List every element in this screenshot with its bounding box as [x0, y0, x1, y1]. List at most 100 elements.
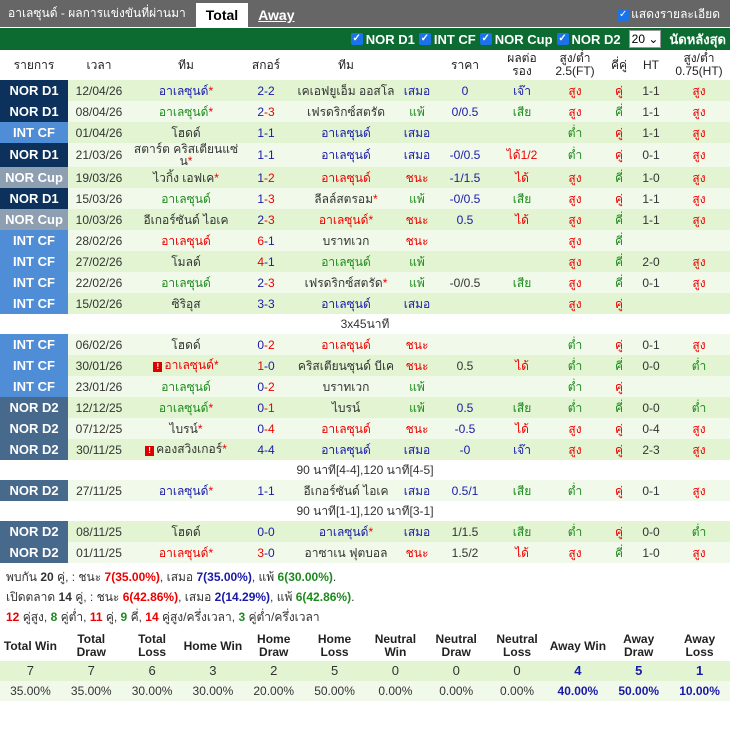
- over-under-ft: สูง: [546, 251, 604, 272]
- league-badge: INT CF: [0, 293, 68, 314]
- team-name[interactable]: สตาร์ต คริสเตียนแซ่น: [133, 142, 239, 168]
- stat-label: คู่ต่ำ,: [57, 610, 90, 624]
- handicap-result: เจ๊า: [498, 80, 546, 101]
- away-goals-sep: -2: [264, 379, 275, 394]
- team-name[interactable]: โฮดด์: [171, 524, 201, 539]
- team-name[interactable]: อาเลซุนด์: [161, 379, 211, 394]
- team-name[interactable]: ไวกิ้ง เอฟเค: [153, 170, 215, 185]
- score: 4-1: [242, 251, 290, 272]
- match-count-select[interactable]: 20 ⌄: [628, 30, 662, 48]
- filter-nor-d2[interactable]: ✓ NOR D2: [556, 32, 621, 47]
- league-badge: INT CF: [0, 355, 68, 376]
- team-name[interactable]: อาเลซุนด์: [321, 148, 371, 162]
- team-name[interactable]: อีเกอร์ซันด์ ไอเค: [303, 483, 389, 498]
- team-name[interactable]: คองสวิงเกอร์: [156, 442, 223, 456]
- match-date: 08/04/26: [68, 101, 130, 122]
- team-name[interactable]: เฟรดริกซ์สตรัด: [306, 104, 386, 119]
- team-name[interactable]: เฟรดริกซ์สตรัด: [304, 275, 383, 290]
- star-marker: *: [382, 275, 388, 290]
- team-name[interactable]: เคเอฟยูเอ็ม ออสโล: [297, 83, 395, 98]
- team-name[interactable]: บราทเวก: [322, 233, 370, 248]
- team-name[interactable]: อาซาเน ฟุตบอล: [304, 545, 388, 560]
- away-team: อาเลซุนด์: [290, 122, 402, 143]
- tab-away[interactable]: Away: [258, 7, 295, 23]
- match-row: NOR D1 08/04/26 อาเลซุนด์* 2-3 เฟรดริกซ์สตรั…: [0, 101, 730, 122]
- handicap-result: [498, 251, 546, 272]
- home-team: อีเกอร์ซันด์ ไอเค: [130, 209, 242, 230]
- stats-header: Home Draw: [243, 631, 305, 661]
- team-name[interactable]: อาเลซุนด์: [321, 337, 371, 352]
- team-name[interactable]: โมลด์: [171, 254, 201, 269]
- team-name[interactable]: อาเลซุนด์: [164, 358, 214, 372]
- stats-percent: 0.00%: [486, 681, 548, 701]
- team-name[interactable]: อาเลซุนด์: [158, 400, 209, 415]
- over-under-ht: สูง: [668, 439, 730, 460]
- team-name[interactable]: ไบรน์: [331, 400, 361, 415]
- stat-count: 3: [238, 610, 246, 624]
- text: เปิดตลาด: [6, 590, 59, 604]
- home-team: อาเลซุนด์: [130, 272, 242, 293]
- team-name[interactable]: โฮดด์: [171, 337, 201, 352]
- handicap-result: เสีย: [498, 521, 546, 542]
- checkbox-checked-icon: ✓: [617, 8, 630, 21]
- team-name[interactable]: ซิริอุส: [171, 296, 201, 311]
- team-name[interactable]: โฮดด์: [171, 125, 201, 140]
- away-goals-sep: -3: [264, 212, 275, 227]
- column-header: เวลา: [86, 57, 112, 72]
- team-name[interactable]: ลีลล์สตรอม: [314, 191, 374, 206]
- team-name[interactable]: อาเลซุนด์: [318, 524, 369, 539]
- odd-even: คี่: [604, 167, 634, 188]
- team-name[interactable]: อาเลซุนด์: [321, 125, 371, 140]
- team-name[interactable]: อาเลซุนด์: [161, 191, 211, 206]
- home-goals: 3: [257, 296, 264, 311]
- team-name[interactable]: อาเลซุนด์: [158, 545, 209, 560]
- show-detail-label: แสดงรายละเอียด: [631, 7, 720, 21]
- team-name[interactable]: อาเลซุนด์: [321, 170, 371, 185]
- stats-percent: 35.00%: [60, 681, 122, 701]
- score: 0-0: [242, 521, 290, 542]
- team-name[interactable]: อาเลซุนด์: [158, 104, 209, 119]
- text: , เสมอ: [178, 590, 215, 604]
- team-name[interactable]: อาเลซุนด์: [321, 442, 371, 457]
- team-name[interactable]: อาเลซุนด์: [161, 275, 211, 290]
- home-goals: 4: [257, 254, 264, 269]
- stats-header: Away Draw: [608, 631, 670, 661]
- team-name[interactable]: อาเลซุนด์: [321, 296, 371, 311]
- away-goals-sep: -2: [264, 337, 275, 352]
- team-name[interactable]: คริสเตียนซุนด์ บีเค: [297, 358, 395, 373]
- chevron-down-icon: ⌄: [648, 32, 659, 46]
- stats-percent: 50.00%: [608, 681, 670, 701]
- handicap-result: [498, 376, 546, 397]
- team-name[interactable]: อาเลซุนด์: [161, 233, 211, 248]
- odd-even: คู่: [604, 122, 634, 143]
- checkbox-checked-icon: ✓: [479, 33, 492, 45]
- handicap-price: [432, 122, 498, 143]
- column-header: สกอร์: [251, 57, 281, 72]
- tab-total[interactable]: Total: [195, 3, 249, 27]
- score: 2-3: [242, 101, 290, 122]
- match-date: 08/11/25: [68, 521, 130, 542]
- filter-nor-d1[interactable]: ✓ NOR D1: [350, 32, 415, 47]
- team-name[interactable]: อาเลซุนด์: [158, 483, 209, 498]
- team-name[interactable]: ไบรน์: [169, 421, 198, 436]
- team-name[interactable]: อีเกอร์ซันด์ ไอเค: [143, 212, 229, 227]
- away-goals: 1: [268, 400, 275, 415]
- team-name[interactable]: อาเลซุนด์: [321, 254, 371, 269]
- away-goals-sep: -2: [264, 83, 275, 98]
- text: , แพ้: [270, 590, 296, 604]
- home-team: ซิริอุส: [130, 293, 242, 314]
- away-goals-sep: -1: [264, 148, 275, 162]
- handicap-result: เสีย: [498, 397, 546, 418]
- league-badge: INT CF: [0, 272, 68, 293]
- filter-nor-cup[interactable]: ✓ NOR Cup: [479, 32, 553, 47]
- team-name[interactable]: บราทเวก: [322, 379, 370, 394]
- filter-int-cf[interactable]: ✓ INT CF: [418, 32, 476, 47]
- team-name[interactable]: อาเลซุนด์: [321, 421, 371, 436]
- team-name[interactable]: อาเลซุนด์: [318, 212, 369, 227]
- over-under-ht: สูง: [668, 188, 730, 209]
- match-row: NOR Cup 10/03/26 อีเกอร์ซันด์ ไอเค 2-3 อาเลซ…: [0, 209, 730, 230]
- loss-count: 6: [295, 590, 303, 604]
- stat-label: คู่,: [102, 610, 121, 624]
- team-name[interactable]: อาเลซุนด์: [158, 83, 209, 98]
- show-detail-checkbox[interactable]: ✓ แสดงรายละเอียด: [617, 5, 720, 24]
